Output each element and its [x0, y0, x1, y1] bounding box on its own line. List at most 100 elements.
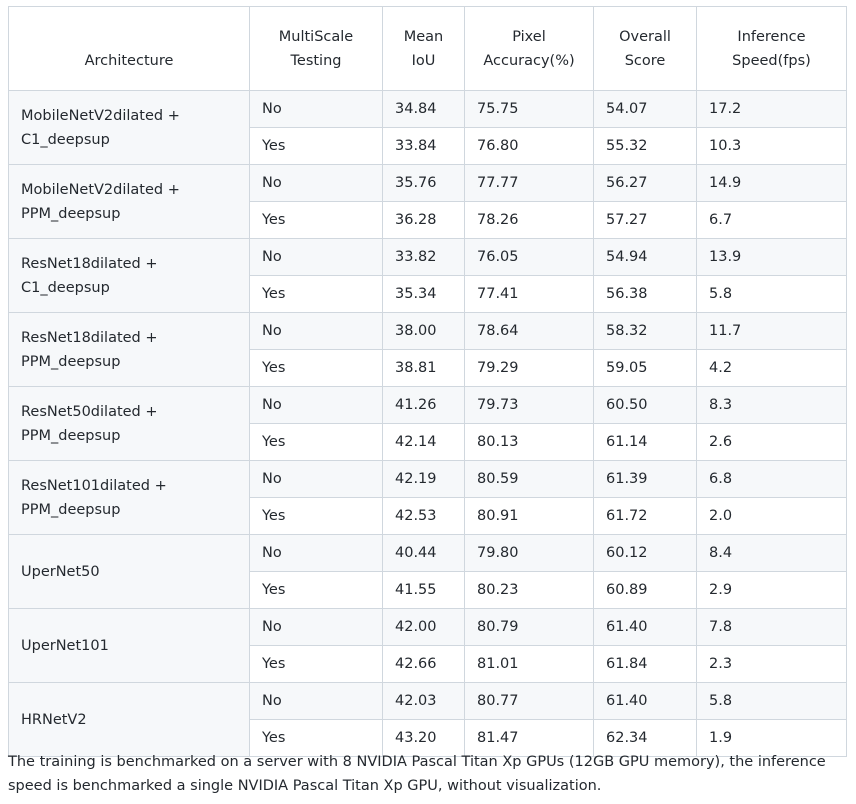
mean-iou-cell: 42.14	[382, 423, 465, 461]
pixel-accuracy-cell: 80.13	[464, 423, 594, 461]
table-row: ResNet50dilated + PPM_deepsup No 41.26 79.73…	[8, 386, 847, 461]
architecture-cell: ResNet101dilated + PPM_deepsup	[8, 460, 250, 535]
table-row: Yes 38.81 79.29 59.05 4.2	[9, 349, 847, 387]
inference-speed-cell: 7.8	[696, 608, 847, 646]
architecture-decoder: C1_deepsup	[21, 279, 110, 296]
architecture-decoder: PPM_deepsup	[21, 427, 121, 444]
table-row: Yes 33.84 76.80 55.32 10.3	[9, 127, 847, 165]
overall-score-cell: 55.32	[593, 127, 697, 165]
mean-iou-cell: 43.20	[382, 719, 465, 757]
header-row: Architecture MultiScale Testing Mean IoU P…	[8, 6, 847, 91]
table-row: UperNet50 No 40.44 79.80 60.12 8.4	[8, 534, 847, 609]
architecture-decoder: PPM_deepsup	[21, 501, 121, 518]
header-architecture: Architecture	[8, 6, 250, 91]
overall-score-cell: 61.40	[593, 682, 697, 720]
architecture-decoder: C1_deepsup	[21, 131, 110, 148]
inference-speed-cell: 14.9	[696, 164, 847, 202]
architecture-cell: MobileNetV2dilated + PPM_deepsup	[8, 164, 250, 239]
mean-iou-cell: 42.03	[382, 682, 465, 720]
architecture-decoder: PPM_deepsup	[21, 205, 121, 222]
inference-speed-cell: 2.0	[696, 497, 847, 535]
mean-iou-cell: 42.00	[382, 608, 465, 646]
header-pixel-accuracy: Pixel Accuracy(%)	[464, 6, 594, 91]
pixel-accuracy-cell: 80.23	[464, 571, 594, 609]
multiscale-testing-cell: Yes	[249, 275, 383, 313]
mean-iou-cell: 42.53	[382, 497, 465, 535]
header-inference-speed: Inference Speed(fps)	[696, 6, 847, 91]
mean-iou-cell: 34.84	[382, 90, 465, 128]
mean-iou-cell: 36.28	[382, 201, 465, 239]
pixel-accuracy-cell: 80.77	[464, 682, 594, 720]
inference-speed-cell: 5.8	[696, 275, 847, 313]
multiscale-testing-cell: Yes	[249, 645, 383, 683]
pixel-accuracy-cell: 76.80	[464, 127, 594, 165]
inference-speed-cell: 10.3	[696, 127, 847, 165]
header-multiscale-testing: MultiScale Testing	[249, 6, 383, 91]
multiscale-testing-cell: Yes	[249, 201, 383, 239]
table-row: ResNet18dilated + C1_deepsup No 33.82 76.05 5…	[8, 238, 847, 313]
multiscale-testing-cell: No	[249, 534, 383, 572]
table-row: MobileNetV2dilated + C1_deepsup No 34.84 75.…	[8, 90, 847, 165]
mean-iou-cell: 42.66	[382, 645, 465, 683]
architecture-name: ResNet18dilated +	[21, 329, 158, 346]
architecture-decoder: PPM_deepsup	[21, 353, 121, 370]
benchmark-table-container: Architecture MultiScale Testing Mean IoU P…	[8, 6, 847, 757]
overall-score-cell: 61.14	[593, 423, 697, 461]
table-row: Yes 36.28 78.26 57.27 6.7	[9, 201, 847, 239]
pixel-accuracy-cell: 78.26	[464, 201, 594, 239]
mean-iou-cell: 33.82	[382, 238, 465, 276]
table-row: Yes 43.20 81.47 62.34 1.9	[9, 719, 847, 757]
architecture-cell: MobileNetV2dilated + C1_deepsup	[8, 90, 250, 165]
mean-iou-cell: 35.34	[382, 275, 465, 313]
overall-score-cell: 62.34	[593, 719, 697, 757]
overall-score-cell: 56.27	[593, 164, 697, 202]
overall-score-cell: 60.12	[593, 534, 697, 572]
inference-speed-cell: 1.9	[696, 719, 847, 757]
overall-score-cell: 61.84	[593, 645, 697, 683]
multiscale-testing-cell: No	[249, 682, 383, 720]
mean-iou-cell: 38.00	[382, 312, 465, 350]
multiscale-testing-cell: Yes	[249, 497, 383, 535]
overall-score-cell: 60.89	[593, 571, 697, 609]
multiscale-testing-cell: Yes	[249, 719, 383, 757]
inference-speed-cell: 2.9	[696, 571, 847, 609]
architecture-name: ResNet18dilated +	[21, 255, 158, 272]
benchmark-note: The training is benchmarked on a server …	[8, 754, 826, 794]
table-row: MobileNetV2dilated + PPM_deepsup No 35.76 77…	[8, 164, 847, 239]
benchmark-table: Architecture MultiScale Testing Mean IoU P…	[8, 6, 847, 757]
pixel-accuracy-cell: 77.77	[464, 164, 594, 202]
multiscale-testing-cell: No	[249, 90, 383, 128]
multiscale-testing-cell: Yes	[249, 349, 383, 387]
architecture-name: UperNet50	[21, 563, 100, 580]
architecture-cell: UperNet101	[8, 608, 250, 683]
overall-score-cell: 58.32	[593, 312, 697, 350]
inference-speed-cell: 17.2	[696, 90, 847, 128]
pixel-accuracy-cell: 80.59	[464, 460, 594, 498]
table-body: MobileNetV2dilated + C1_deepsup No 34.84 75.…	[8, 90, 847, 757]
table-row: Yes 41.55 80.23 60.89 2.9	[9, 571, 847, 609]
multiscale-testing-cell: Yes	[249, 423, 383, 461]
multiscale-testing-cell: Yes	[249, 571, 383, 609]
pixel-accuracy-cell: 78.64	[464, 312, 594, 350]
inference-speed-cell: 6.8	[696, 460, 847, 498]
architecture-cell: UperNet50	[8, 534, 250, 609]
table-row: Yes 35.34 77.41 56.38 5.8	[9, 275, 847, 313]
header-overall-score: Overall Score	[593, 6, 697, 91]
architecture-name: UperNet101	[21, 637, 109, 654]
pixel-accuracy-cell: 76.05	[464, 238, 594, 276]
inference-speed-cell: 8.4	[696, 534, 847, 572]
inference-speed-cell: 2.3	[696, 645, 847, 683]
mean-iou-cell: 33.84	[382, 127, 465, 165]
overall-score-cell: 60.50	[593, 386, 697, 424]
inference-speed-cell: 8.3	[696, 386, 847, 424]
table-row: Yes 42.66 81.01 61.84 2.3	[9, 645, 847, 683]
overall-score-cell: 56.38	[593, 275, 697, 313]
multiscale-testing-cell: No	[249, 238, 383, 276]
architecture-name: MobileNetV2dilated +	[21, 107, 180, 124]
table-row: ResNet101dilated + PPM_deepsup No 42.19 80.5…	[8, 460, 847, 535]
table-row: Yes 42.14 80.13 61.14 2.6	[9, 423, 847, 461]
architecture-cell: ResNet50dilated + PPM_deepsup	[8, 386, 250, 461]
pixel-accuracy-cell: 79.80	[464, 534, 594, 572]
architecture-cell: ResNet18dilated + C1_deepsup	[8, 238, 250, 313]
pixel-accuracy-cell: 80.79	[464, 608, 594, 646]
